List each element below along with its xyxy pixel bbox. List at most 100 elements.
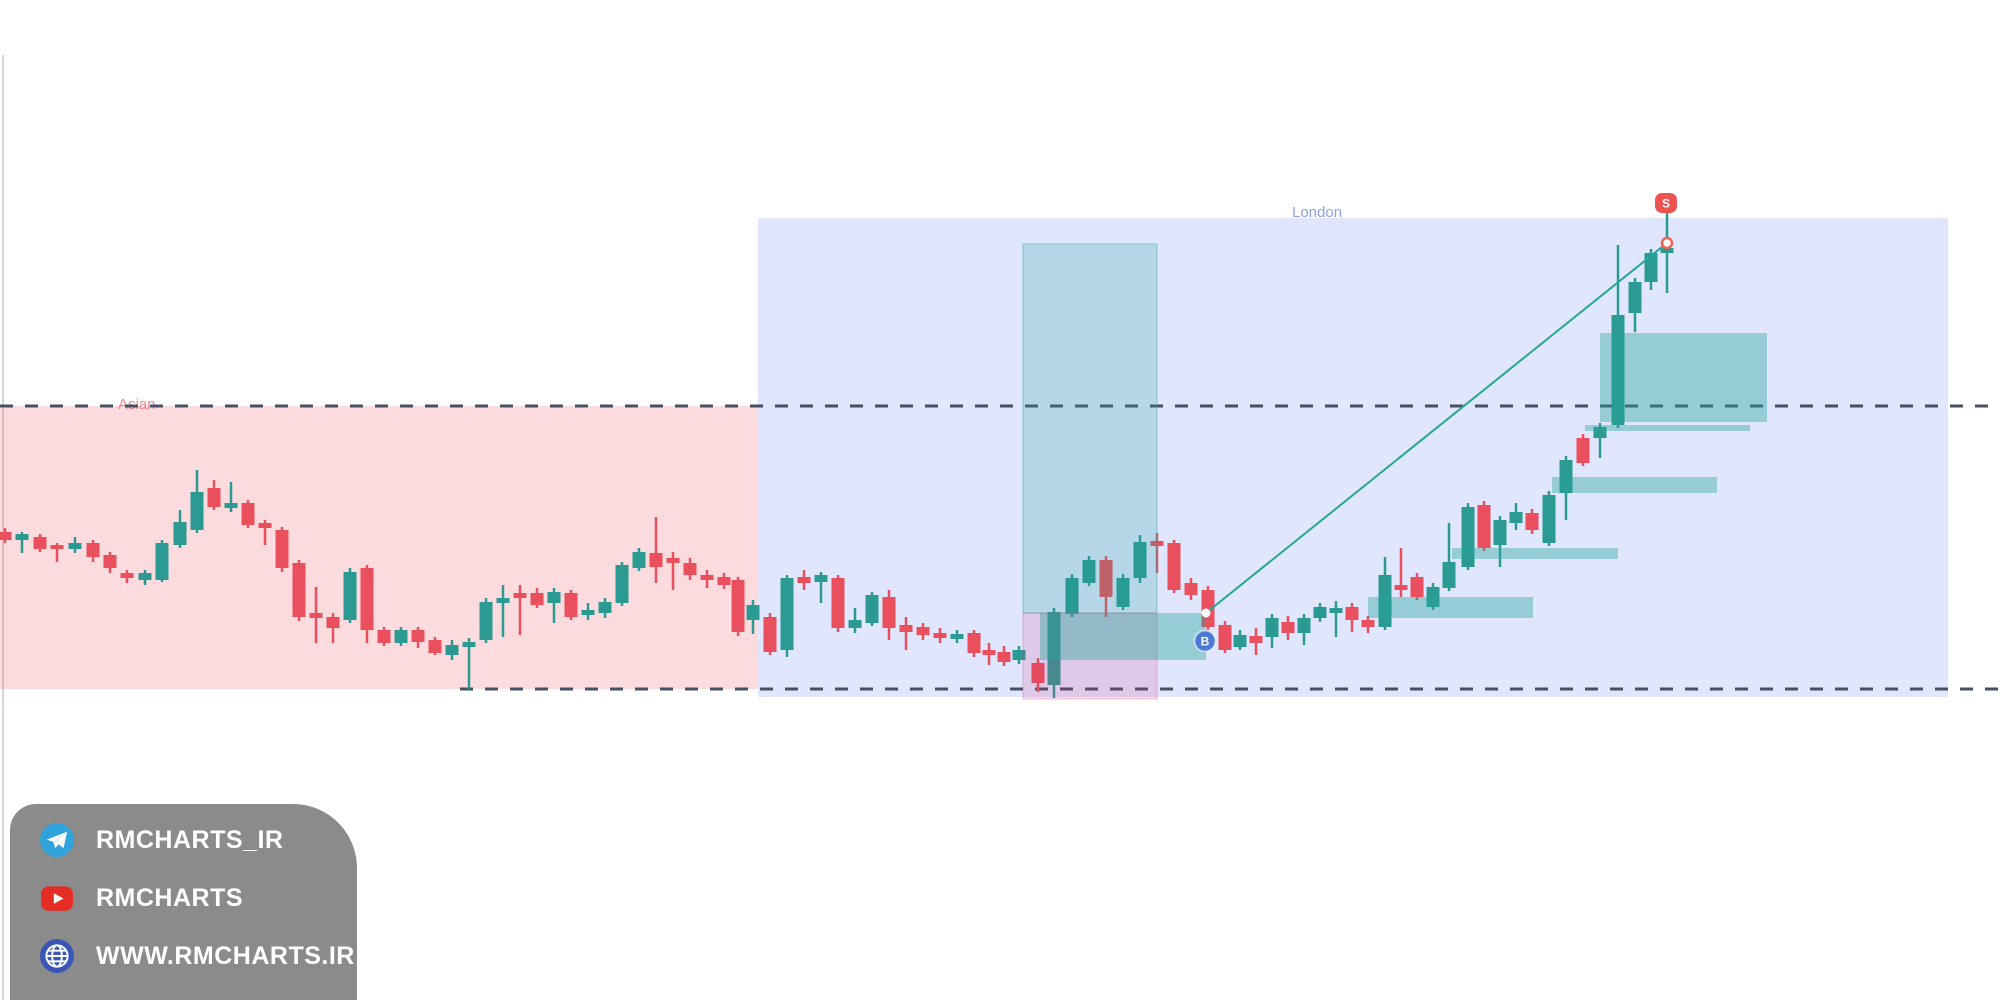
- candle: [933, 628, 947, 643]
- candle: [0, 528, 12, 543]
- candle: [1361, 616, 1375, 633]
- svg-text:S: S: [1662, 197, 1670, 211]
- trendline-start-dot[interactable]: [1201, 608, 1211, 618]
- candle: [309, 587, 323, 643]
- demand-zone-2[interactable]: [1368, 597, 1533, 618]
- candle: [1249, 628, 1263, 655]
- globe-icon: [40, 939, 74, 973]
- candle: [780, 575, 794, 657]
- candle: [1099, 556, 1113, 617]
- candle: [479, 598, 493, 643]
- candle: [241, 500, 255, 528]
- candle: [1410, 573, 1424, 600]
- candle: [1378, 557, 1392, 630]
- candle: [700, 570, 714, 588]
- candle: [224, 482, 238, 512]
- candle: [916, 623, 930, 640]
- candle: [666, 552, 680, 590]
- candle: [1218, 621, 1232, 653]
- demand-zone-3[interactable]: [1452, 548, 1618, 559]
- candle: [982, 643, 996, 665]
- candle: [15, 532, 29, 553]
- candle: [1184, 578, 1198, 600]
- candle: [275, 527, 289, 572]
- svg-text:B: B: [1201, 635, 1210, 649]
- candle: [1525, 509, 1539, 534]
- candle: [649, 517, 663, 583]
- watermark-youtube-row: RMCHARTS: [40, 880, 357, 916]
- impulse-column[interactable]: [1022, 243, 1158, 614]
- candle: [1493, 516, 1507, 567]
- candle: [155, 540, 169, 582]
- candle: [615, 562, 629, 606]
- candle: [428, 637, 442, 655]
- candle: [1233, 630, 1247, 650]
- candle: [683, 558, 697, 580]
- candle: [530, 588, 544, 608]
- candle: [831, 575, 845, 632]
- youtube-icon: [41, 886, 73, 911]
- youtube-handle: RMCHARTS: [96, 883, 244, 912]
- candle: [377, 627, 391, 646]
- candle: [717, 573, 731, 589]
- candle: [1611, 245, 1625, 428]
- candle: [513, 585, 527, 635]
- candle: [33, 534, 47, 552]
- candle: [1082, 556, 1096, 586]
- demand-zone-5[interactable]: [1585, 425, 1750, 431]
- session-label-london: London: [1292, 204, 1342, 221]
- candle: [1116, 574, 1130, 610]
- candle: [1509, 503, 1523, 530]
- candle: [731, 577, 745, 636]
- candle: [190, 470, 204, 533]
- candle: [173, 510, 187, 548]
- candle: [763, 613, 777, 655]
- supply-box[interactable]: [1600, 333, 1767, 422]
- watermark-panel: RMCHARTS_IR RMCHARTS WWW.RMCHARTS.IR: [10, 804, 357, 1000]
- candle: [445, 640, 459, 660]
- candle: [1542, 491, 1556, 546]
- watermark-telegram-row: RMCHARTS_IR: [40, 822, 357, 858]
- candle: [1329, 601, 1343, 637]
- candles-layer: [0, 213, 1674, 698]
- candle: [797, 570, 811, 590]
- candle: [581, 603, 595, 620]
- candle: [207, 480, 221, 510]
- candle: [411, 627, 425, 648]
- candle: [68, 537, 82, 553]
- trendline[interactable]: [1205, 242, 1668, 614]
- demand-zone-1[interactable]: [1040, 613, 1206, 660]
- candle: [1660, 213, 1674, 293]
- candle: [1576, 434, 1590, 466]
- candle: [632, 548, 646, 571]
- candle: [967, 630, 981, 657]
- candle: [746, 600, 760, 634]
- candle: [1461, 503, 1475, 570]
- telegram-icon: [40, 823, 74, 857]
- candle: [1394, 548, 1408, 597]
- candle: [292, 560, 306, 621]
- candle: [1281, 616, 1295, 640]
- candle: [1133, 535, 1147, 583]
- candle: [865, 592, 879, 626]
- sell-marker[interactable]: S: [1655, 193, 1677, 213]
- candle: [950, 630, 964, 643]
- candle: [1313, 603, 1327, 622]
- candle: [1442, 523, 1456, 591]
- candle: [1426, 583, 1440, 610]
- breaker-box[interactable]: [1022, 612, 1158, 700]
- candle: [882, 590, 896, 640]
- watermark-website-row: WWW.RMCHARTS.IR: [40, 938, 357, 974]
- candle: [1593, 423, 1607, 458]
- buy-marker[interactable]: B: [1193, 629, 1217, 653]
- candle: [1065, 574, 1079, 617]
- candle: [343, 568, 357, 623]
- demand-zone-4[interactable]: [1552, 477, 1717, 493]
- candle: [1265, 614, 1279, 648]
- candle: [899, 617, 913, 650]
- trendline-end-dot[interactable]: [1660, 236, 1674, 250]
- candle: [814, 572, 828, 603]
- candle: [1150, 533, 1164, 573]
